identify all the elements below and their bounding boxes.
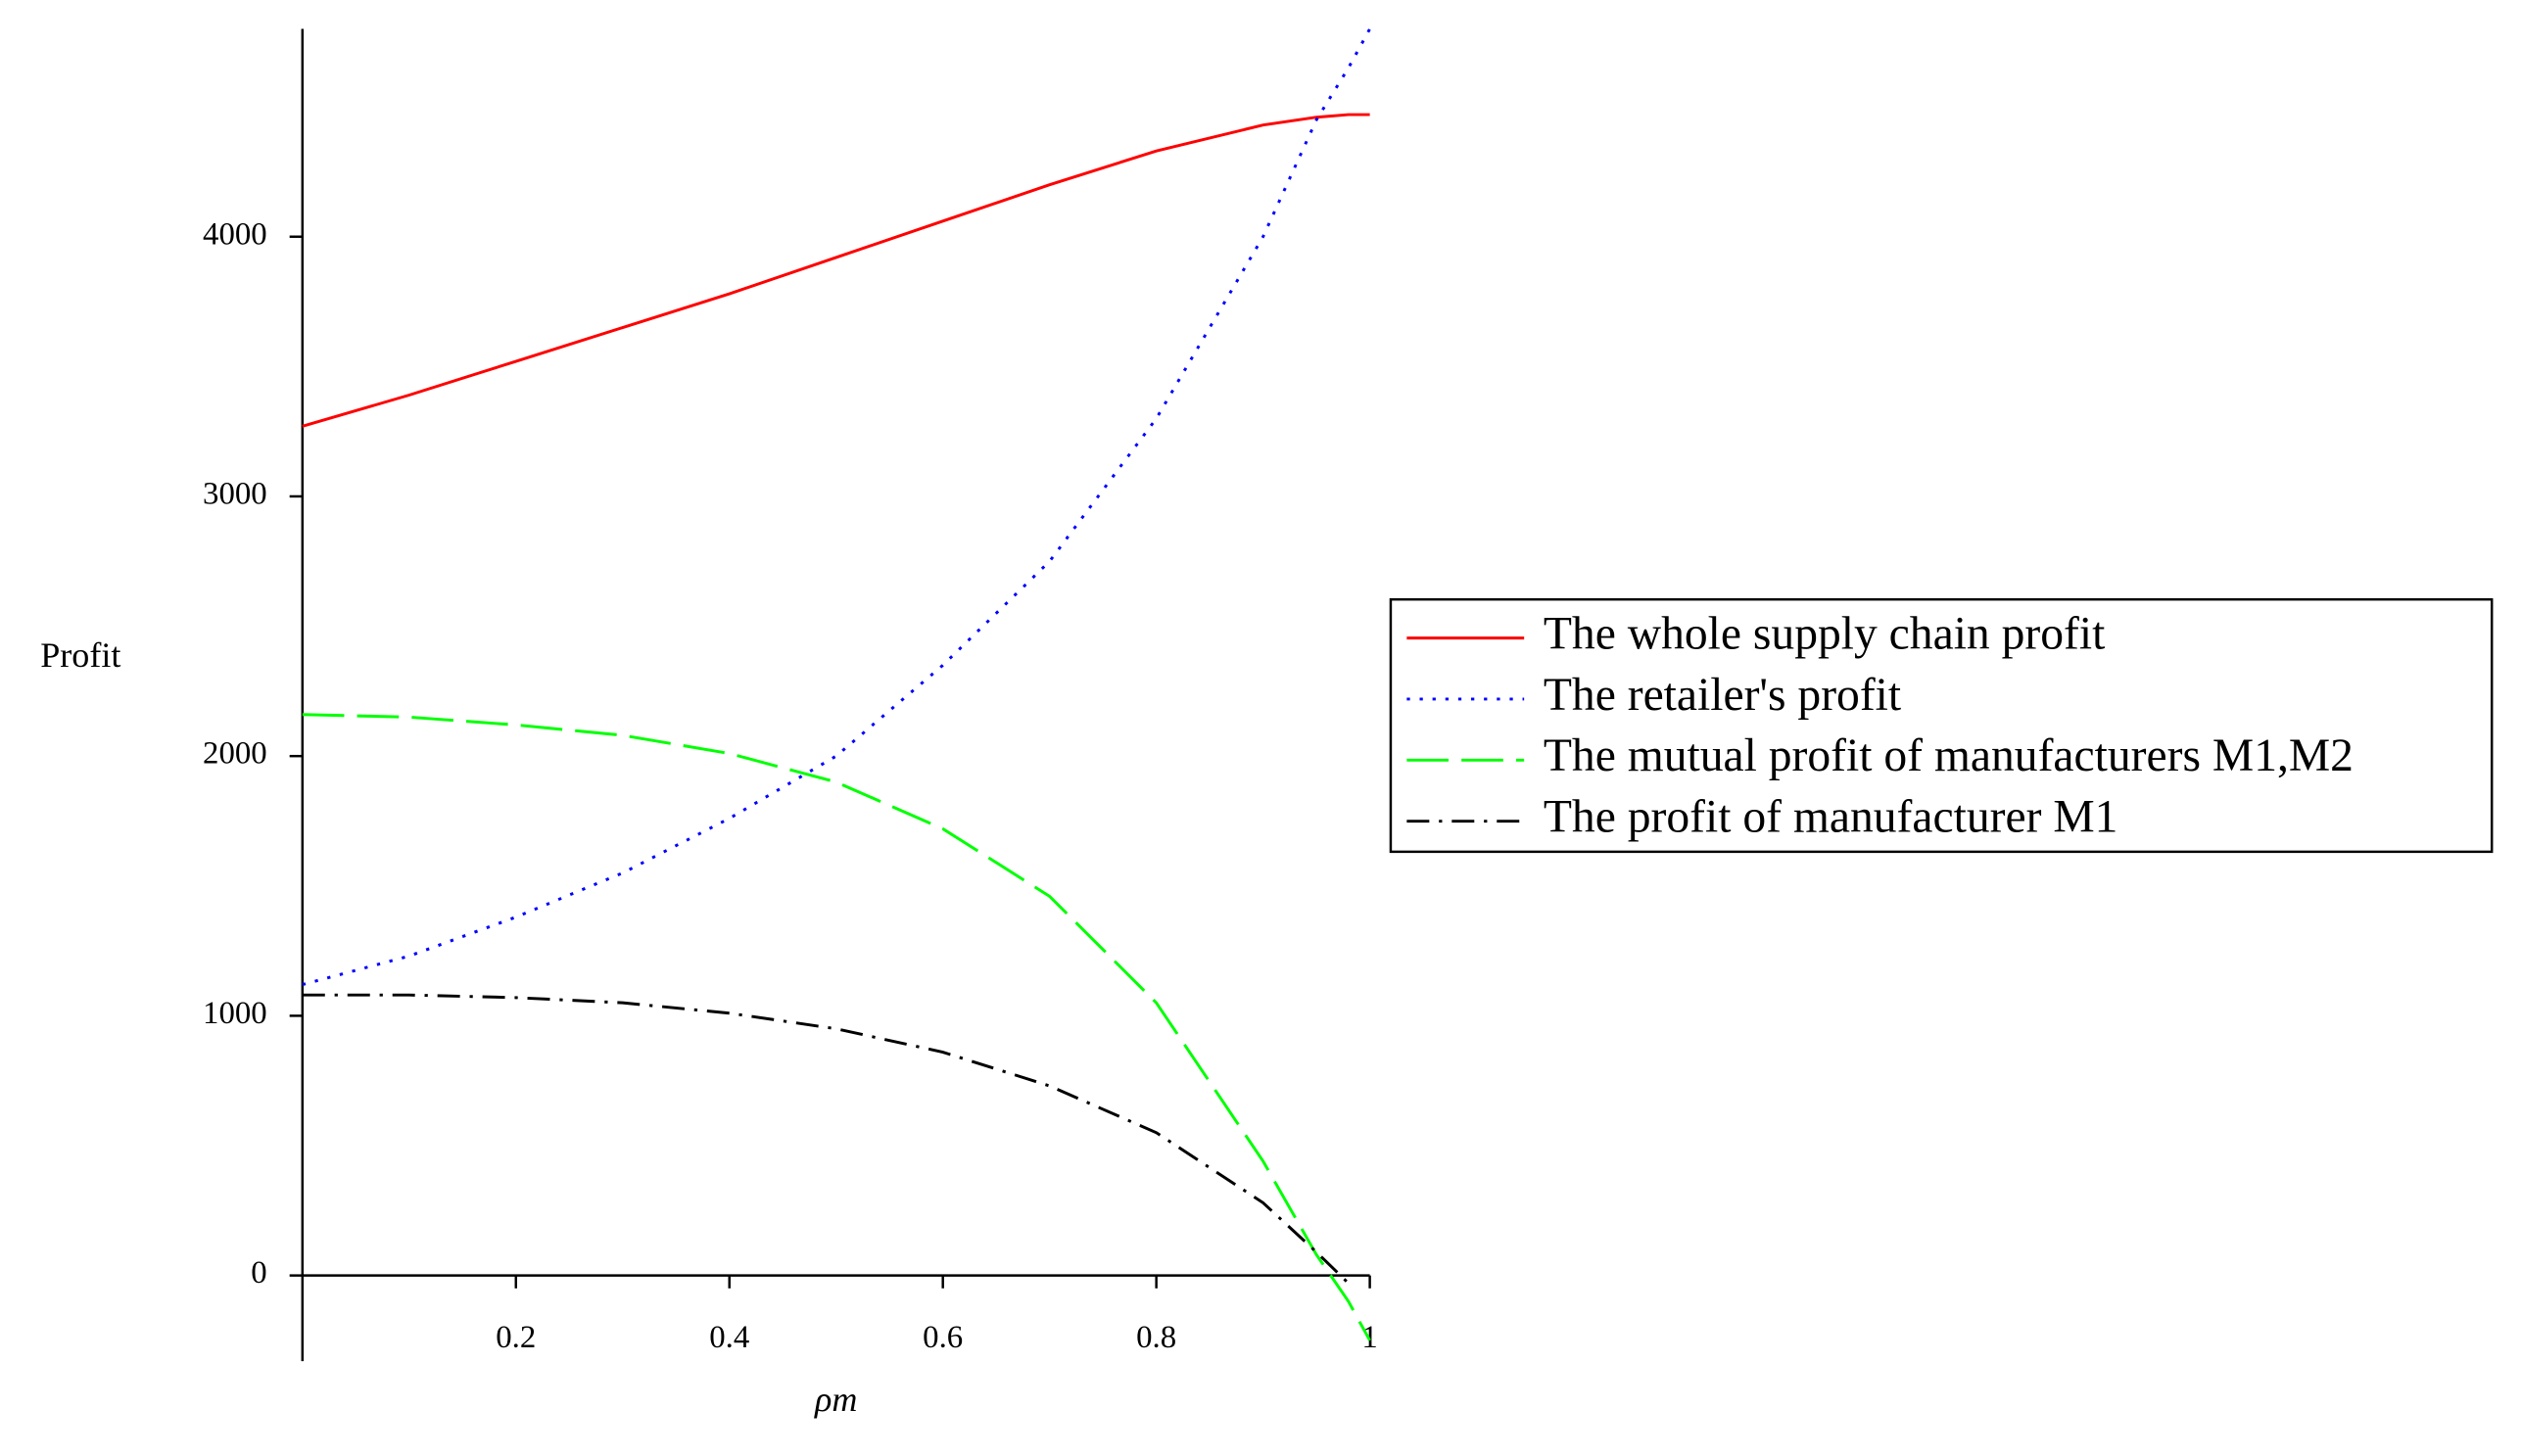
series-line	[302, 713, 1371, 1341]
legend-label: The mutual profit of manufacturers M1,M2	[1544, 730, 2354, 781]
legend-label: The profit of manufacturer M1	[1544, 792, 2118, 843]
series-line	[302, 27, 1371, 987]
x-tick-label: 0.8	[1136, 1320, 1176, 1355]
legend-label: The whole supply chain profit	[1544, 609, 2105, 660]
y-tick-label: 0	[251, 1255, 266, 1291]
legend-label: The retailer's profit	[1544, 670, 1901, 721]
x-tick-label: 0.6	[923, 1320, 963, 1355]
x-tick-label: 1	[1361, 1320, 1377, 1355]
y-tick-label: 1000	[203, 996, 267, 1031]
x-tick-label: 0.2	[496, 1320, 536, 1355]
y-tick-label: 2000	[203, 736, 267, 772]
y-axis-label: Profit	[40, 635, 120, 675]
series-line	[302, 113, 1370, 428]
x-axis-label: ρm	[814, 1380, 857, 1419]
x-tick-label: 0.4	[709, 1320, 749, 1355]
series-line	[302, 993, 1350, 1285]
y-tick-label: 4000	[203, 216, 267, 252]
legend-box	[1389, 597, 2494, 854]
y-tick-label: 3000	[203, 476, 267, 511]
